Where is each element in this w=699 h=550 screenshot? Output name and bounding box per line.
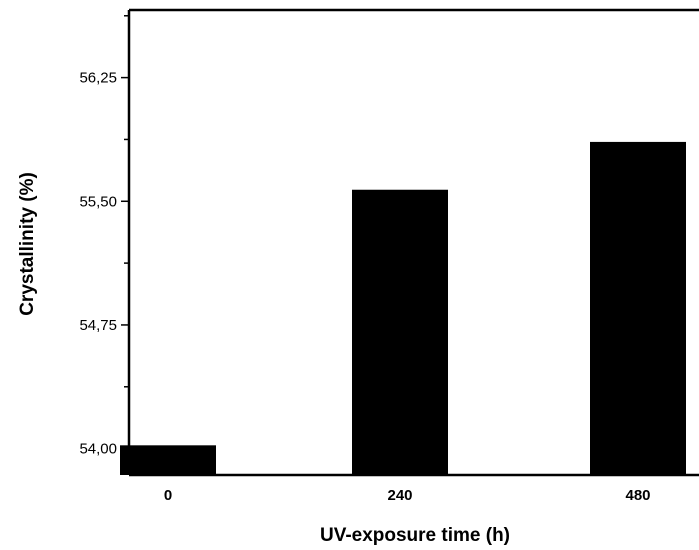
bar-0	[120, 445, 216, 475]
bars-group	[120, 141, 686, 475]
y-tick-label: 54,00	[79, 441, 117, 458]
x-ticks-group: 0 240 480	[164, 487, 651, 504]
y-tick-label: 55,50	[79, 193, 117, 210]
bar-240	[352, 189, 448, 475]
y-axis-title: Crystallinity (%)	[17, 172, 38, 316]
y-tick-label: 56,25	[79, 70, 117, 87]
x-axis-title: UV-exposure time (h)	[320, 525, 510, 546]
x-tick-label: 480	[625, 487, 650, 504]
x-tick-label: 0	[164, 487, 172, 504]
bar-480	[590, 141, 686, 475]
y-ticks-group: 54,00 54,75 55,50 56,25	[79, 15, 129, 458]
y-tick-label: 54,75	[79, 317, 117, 334]
x-tick-label: 240	[387, 487, 412, 504]
